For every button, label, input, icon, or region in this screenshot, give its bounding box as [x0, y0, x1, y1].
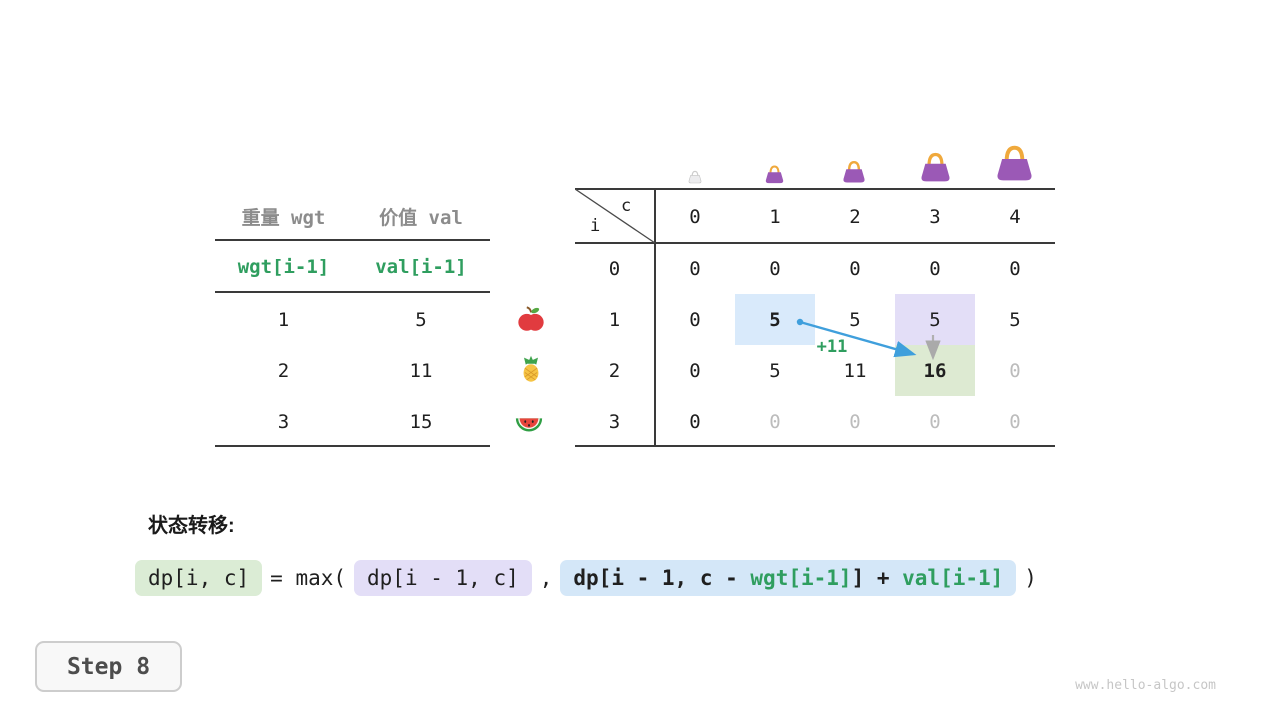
formula-arg-keep: dp[i - 1, c]	[354, 560, 532, 596]
formula-val-term: val[i-1]	[902, 566, 1004, 590]
bag-icon	[765, 165, 784, 184]
row-header: 2	[608, 359, 621, 382]
dp-cell: 0	[689, 359, 701, 382]
dp-cell-source: 5	[735, 294, 815, 345]
divider	[575, 188, 1055, 190]
col-header: 0	[689, 205, 701, 228]
table-cell: 2	[277, 359, 290, 382]
bag-icon	[688, 170, 702, 184]
axis-label-i: i	[590, 216, 601, 236]
weights-header-wgt: 重量 wgt	[241, 206, 326, 229]
bag-icon	[921, 152, 950, 182]
formula-arg-take-mid: ] +	[851, 566, 903, 590]
formula-close-paren: )	[1024, 566, 1037, 590]
dp-cell: 0	[1009, 257, 1021, 280]
divider	[215, 239, 490, 241]
formula-lhs: dp[i, c]	[135, 560, 263, 596]
dp-cell-compare: 5	[895, 294, 975, 345]
table-cell: 15	[409, 410, 433, 433]
dp-cell: 0	[849, 257, 861, 280]
dp-cell: 0	[929, 257, 941, 280]
table-cell: 1	[277, 308, 290, 331]
bag-icon	[843, 160, 865, 183]
watermark: www.hello-algo.com	[1075, 678, 1216, 693]
formula-arg-take-prefix: dp[i - 1, c -	[573, 566, 751, 590]
dp-cell: 5	[769, 359, 781, 382]
divider	[575, 242, 1055, 244]
divider	[215, 291, 490, 293]
bag-icon	[997, 145, 1032, 181]
weights-subheader-val: val[i-1]	[375, 256, 467, 278]
dp-cell: 0	[689, 410, 701, 433]
section-title: 状态转移:	[148, 515, 235, 537]
dp-cell: 0	[1009, 359, 1021, 382]
dp-cell: 5	[1009, 308, 1021, 331]
dp-cell: 0	[689, 308, 701, 331]
row-header: 0	[608, 257, 621, 280]
divider	[654, 188, 656, 447]
dp-cell: 0	[929, 410, 941, 433]
formula-wgt-term: wgt[i-1]	[750, 566, 852, 590]
dp-cell: 0	[769, 257, 781, 280]
corner-diagonal	[575, 189, 655, 243]
pineapple-icon	[523, 355, 539, 382]
dp-cell: 0	[689, 257, 701, 280]
row-header: 1	[608, 308, 621, 331]
col-header: 3	[929, 205, 941, 228]
dp-cell: 0	[1009, 410, 1021, 433]
row-header: 3	[608, 410, 621, 433]
col-header: 4	[1009, 205, 1021, 228]
transition-formula: dp[i, c] = max( dp[i - 1, c] , dp[i - 1,…	[135, 560, 1045, 596]
weights-header-val: 价值 val	[379, 206, 463, 229]
divider	[215, 445, 490, 447]
value-add-label: +11	[816, 337, 848, 357]
dp-cell: 5	[849, 308, 861, 331]
dp-cell: 0	[769, 410, 781, 433]
dp-cell: 0	[849, 410, 861, 433]
dp-cell: 11	[843, 359, 867, 382]
col-header: 2	[849, 205, 861, 228]
formula-equals: = max(	[270, 566, 347, 590]
dp-cell-target: 16	[895, 345, 975, 396]
watermelon-icon	[515, 418, 543, 432]
divider	[575, 445, 1055, 447]
table-cell: 11	[409, 359, 433, 382]
weights-subheader-wgt: wgt[i-1]	[237, 256, 330, 278]
step-badge: Step 8	[35, 641, 182, 692]
formula-arg-take: dp[i - 1, c - wgt[i-1]] + val[i-1]	[560, 560, 1017, 596]
axis-label-c: c	[621, 196, 632, 216]
apple-icon	[518, 306, 544, 331]
formula-comma: ,	[539, 566, 553, 590]
table-cell: 5	[415, 308, 427, 331]
col-header: 1	[769, 205, 781, 228]
table-cell: 3	[277, 410, 290, 433]
